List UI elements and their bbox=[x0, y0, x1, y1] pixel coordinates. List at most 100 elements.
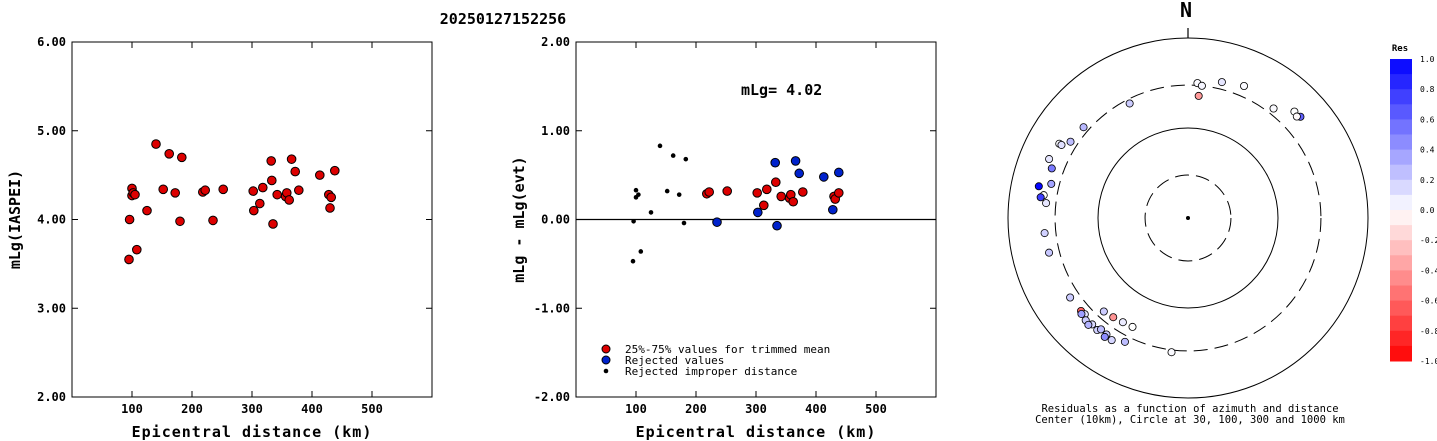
data-point bbox=[676, 192, 682, 197]
residual-colorbar: Res 1.0 0.8 0.6 0.4 0.2 0.0 -0.2 -0.4 -0.6 -0.8 -1.… bbox=[1390, 44, 1437, 366]
station-residual-point bbox=[1197, 81, 1206, 90]
plot-caption: Center (10km), Circle at 30, 100, 300 an… bbox=[1035, 414, 1345, 426]
data-point bbox=[759, 200, 769, 211]
center-point bbox=[1186, 216, 1190, 220]
data-point bbox=[828, 204, 838, 215]
data-point bbox=[124, 254, 134, 265]
data-point bbox=[258, 182, 268, 193]
data-point bbox=[712, 217, 722, 227]
data-point bbox=[266, 156, 277, 166]
colorbar-label: 0.6 bbox=[1420, 115, 1435, 124]
data-point bbox=[294, 185, 304, 196]
colorbar-segment bbox=[1390, 315, 1412, 332]
data-point bbox=[752, 188, 763, 198]
y-tick-label: 5.00 bbox=[37, 124, 66, 138]
legend-marker bbox=[603, 368, 609, 374]
station-residual-point bbox=[1109, 313, 1118, 322]
data-point bbox=[670, 153, 676, 158]
data-point bbox=[636, 192, 641, 197]
colorbar-segment bbox=[1390, 210, 1412, 226]
x-tick-label: 300 bbox=[745, 402, 767, 416]
data-point bbox=[170, 188, 180, 198]
data-point bbox=[794, 168, 805, 179]
y-tick-label: -2.00 bbox=[534, 390, 570, 404]
x-tick-label: 300 bbox=[241, 402, 263, 416]
station-residual-point bbox=[1047, 179, 1056, 188]
data-point bbox=[633, 187, 639, 193]
data-point bbox=[683, 156, 689, 162]
data-point bbox=[268, 219, 278, 229]
station-residual-point bbox=[1099, 307, 1108, 316]
station-residual-point bbox=[1118, 318, 1127, 327]
station-residual-point bbox=[1034, 182, 1043, 191]
data-point bbox=[315, 170, 325, 180]
station-residual-point bbox=[1107, 336, 1116, 345]
colorbar-segment bbox=[1390, 134, 1412, 151]
colorbar-segment bbox=[1390, 270, 1412, 286]
colorbar-label: 1.0 bbox=[1420, 55, 1435, 64]
station-residual-point bbox=[1167, 348, 1176, 357]
data-point bbox=[834, 188, 844, 198]
colorbar-segment bbox=[1390, 255, 1412, 271]
data-point bbox=[284, 195, 295, 205]
azimuth-distance-residual-plot: N Residuals as a function of azimuth and … bbox=[1007, 0, 1369, 426]
distance-ring bbox=[1097, 127, 1279, 309]
data-point bbox=[681, 220, 687, 226]
y-tick-label: 4.00 bbox=[37, 213, 66, 227]
residual-vs-distance-chart: 100 200 300 400 500 -2.00 -1.00 0.00 1.00 2.00 Epi… bbox=[510, 35, 937, 441]
data-point bbox=[151, 139, 161, 149]
station-residual-point bbox=[1125, 99, 1134, 108]
colorbar-segment bbox=[1390, 164, 1412, 181]
legend-marker bbox=[601, 355, 611, 365]
data-point bbox=[630, 258, 636, 264]
colorbar-segment bbox=[1390, 59, 1412, 75]
data-point bbox=[762, 184, 772, 195]
data-point bbox=[770, 157, 781, 168]
data-point bbox=[798, 187, 808, 197]
colorbar-segment bbox=[1390, 104, 1412, 120]
colorbar-label: 0.8 bbox=[1420, 85, 1435, 94]
mean-magnitude-annotation: mLg= 4.02 bbox=[741, 81, 822, 99]
station-residual-point bbox=[1240, 82, 1249, 91]
colorbar-segment bbox=[1390, 74, 1412, 90]
colorbar-label: -0.4 bbox=[1420, 266, 1437, 275]
figure-title: 20250127152256 bbox=[440, 10, 566, 28]
data-point bbox=[218, 184, 228, 195]
station-residual-point bbox=[1047, 164, 1056, 173]
data-point bbox=[664, 188, 670, 194]
data-point bbox=[132, 244, 142, 255]
data-point bbox=[330, 165, 340, 176]
station-residual-point bbox=[1042, 199, 1051, 208]
data-point bbox=[722, 186, 733, 196]
colorbar-label: 0.4 bbox=[1420, 146, 1435, 155]
station-residual-point bbox=[1120, 337, 1129, 346]
y-tick-label: -1.00 bbox=[534, 301, 570, 315]
colorbar-segment bbox=[1390, 225, 1412, 241]
colorbar-segment bbox=[1390, 119, 1412, 135]
x-tick-label: 400 bbox=[301, 402, 323, 416]
legend-label: Rejected values bbox=[625, 354, 724, 367]
y-tick-label: 2.00 bbox=[541, 35, 570, 49]
data-point bbox=[326, 192, 337, 203]
station-residual-point bbox=[1045, 248, 1054, 257]
colorbar-segment bbox=[1390, 89, 1412, 105]
distance-ring bbox=[1054, 84, 1322, 352]
station-residual-point bbox=[1045, 155, 1054, 164]
data-point bbox=[130, 189, 140, 200]
y-axis-label: mLg - mLg(evt) bbox=[510, 156, 528, 282]
legend-label: 25%-75% values for trimmed mean bbox=[625, 343, 830, 356]
colorbar-segment bbox=[1390, 194, 1412, 211]
plot-caption: Residuals as a function of azimuth and d… bbox=[1041, 403, 1338, 415]
y-tick-label: 1.00 bbox=[541, 124, 570, 138]
x-tick-label: 500 bbox=[361, 402, 383, 416]
colorbar-segment bbox=[1390, 179, 1412, 196]
colorbar-segment bbox=[1390, 149, 1412, 166]
data-point bbox=[638, 249, 644, 254]
data-point bbox=[208, 215, 218, 226]
x-tick-label: 100 bbox=[121, 402, 143, 416]
x-tick-label: 200 bbox=[685, 402, 707, 416]
colorbar-segment bbox=[1390, 300, 1412, 317]
data-point bbox=[272, 189, 283, 200]
data-point bbox=[267, 175, 277, 186]
